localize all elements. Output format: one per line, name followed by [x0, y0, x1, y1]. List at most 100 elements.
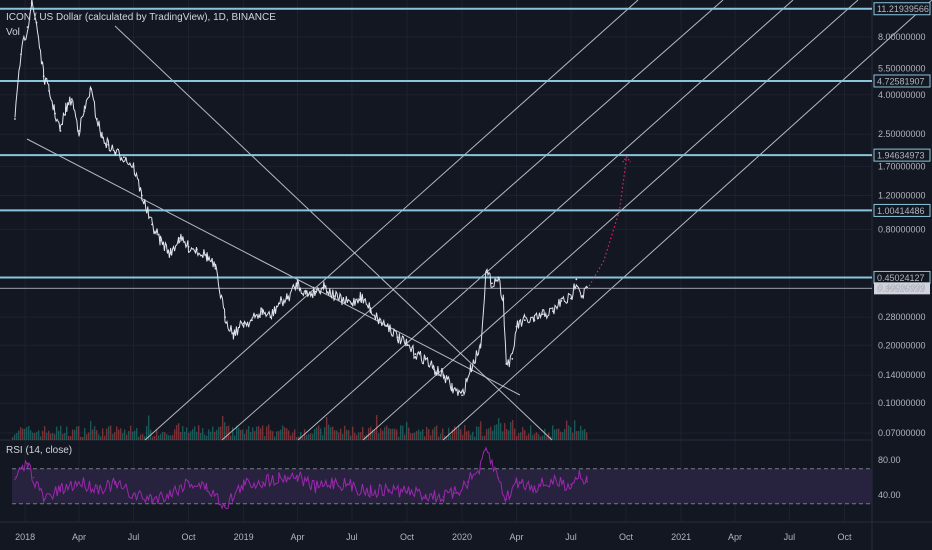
volume-bar [59, 425, 62, 440]
volume-bar [249, 432, 252, 440]
volume-bar [563, 428, 566, 440]
volume-bar [33, 433, 36, 440]
volume-bar [109, 425, 112, 440]
volume-bar [363, 435, 366, 440]
price-point [341, 300, 344, 302]
volume-bar [217, 427, 220, 440]
x-tick-label-1: Apr [72, 532, 86, 542]
price-point [359, 295, 362, 298]
volume-bar [513, 428, 516, 440]
volume-bar [197, 425, 200, 440]
y-tick-label-7: 0.40000000 [878, 282, 926, 292]
rsi-point [314, 487, 317, 489]
volume-bar [585, 432, 588, 440]
volume-bar [271, 431, 274, 440]
volume-bar [297, 436, 300, 440]
volume-bar [479, 421, 482, 440]
price-point [59, 130, 62, 132]
price-point [304, 292, 307, 295]
time-axis[interactable]: 2018 Apr Jul Oct 2019 Apr Jul Oct 2020 Apr Jul Oct 2… [15, 532, 852, 542]
price-point [54, 112, 56, 115]
volume-bar [55, 426, 58, 440]
volume-bar [189, 431, 192, 440]
volume-bar [243, 433, 246, 440]
volume-bar [555, 428, 558, 440]
volume-bar [435, 425, 438, 440]
volume-bar [201, 428, 204, 440]
rsi-point [533, 485, 536, 488]
rsi-point [278, 476, 280, 479]
volume-bar [487, 428, 490, 440]
x-tick-label-12: 2021 [671, 532, 691, 542]
volume-bar [45, 432, 48, 440]
price-point [107, 143, 110, 146]
rsi-point [479, 467, 482, 470]
volume-bar [91, 429, 94, 440]
rsi-point [454, 492, 456, 495]
last-price-box [874, 282, 930, 295]
price-point [101, 136, 104, 139]
volume-bar [325, 417, 328, 440]
price-point [485, 271, 487, 274]
rsi-tick-label-0: 80.00 [878, 455, 901, 465]
rsi-point [151, 498, 153, 501]
volume-bar [565, 420, 568, 440]
rsi-point [406, 490, 408, 493]
rsi-point [26, 462, 29, 465]
volume-bar [97, 434, 100, 440]
volume-bar [57, 430, 60, 440]
rsi-point [552, 481, 554, 483]
volume-bar [15, 433, 18, 440]
volume-bar [255, 426, 258, 440]
volume-bar [193, 426, 196, 440]
volume-bar [199, 432, 202, 440]
rsi-point [586, 481, 588, 483]
y-tick-label-9: 0.20000000 [878, 340, 926, 350]
volume-bar [421, 429, 424, 440]
x-tick-label-9: Apr [509, 532, 523, 542]
volume-bar [411, 433, 414, 440]
volume-bar [557, 428, 560, 440]
volume-bar [575, 431, 578, 440]
rsi-point [242, 483, 245, 486]
price-point [396, 336, 399, 339]
volume-bar [151, 436, 154, 440]
volume-bar [439, 433, 442, 440]
volume-bar [267, 424, 270, 440]
price-axis[interactable]: 8.00000000 5.50000000 4.00000000 2.50000000… [878, 32, 926, 500]
price-point [511, 357, 514, 360]
x-tick-label-15: Oct [837, 532, 852, 542]
volume-bar [401, 425, 404, 440]
volume-bar [491, 430, 494, 440]
rsi-point [32, 476, 35, 479]
trendline-0 [114, 25, 553, 441]
volume-bar [537, 434, 540, 440]
rsi-point [505, 498, 508, 501]
horizontal-levels: 11.21939566 4.72581907 1.94634973 1.0041448… [0, 2, 931, 295]
volume-bar [77, 426, 80, 440]
volume-bar [251, 427, 254, 440]
volume-bar [405, 421, 408, 440]
volume-bar [291, 432, 294, 440]
volume-bar [23, 428, 26, 440]
volume-bar [141, 434, 144, 440]
rsi-point [369, 490, 372, 493]
volume-bar [293, 429, 296, 440]
volume-bar [239, 429, 242, 440]
price-point [178, 237, 180, 240]
rsi-point [206, 487, 208, 489]
volume-bar [521, 427, 524, 440]
price-point [132, 165, 135, 168]
volume-bar [115, 426, 118, 440]
x-tick-label-0: 2018 [15, 532, 35, 542]
rsi-label: RSI (14, close) [6, 445, 72, 456]
volume-bar [567, 425, 570, 440]
price-point [187, 245, 190, 248]
volume-bar [469, 434, 472, 440]
volume-bar [73, 429, 76, 440]
x-tick-label-10: Jul [565, 532, 577, 542]
price-point [523, 319, 526, 322]
volume-bar [177, 423, 180, 440]
trendline-6 [442, 0, 932, 441]
